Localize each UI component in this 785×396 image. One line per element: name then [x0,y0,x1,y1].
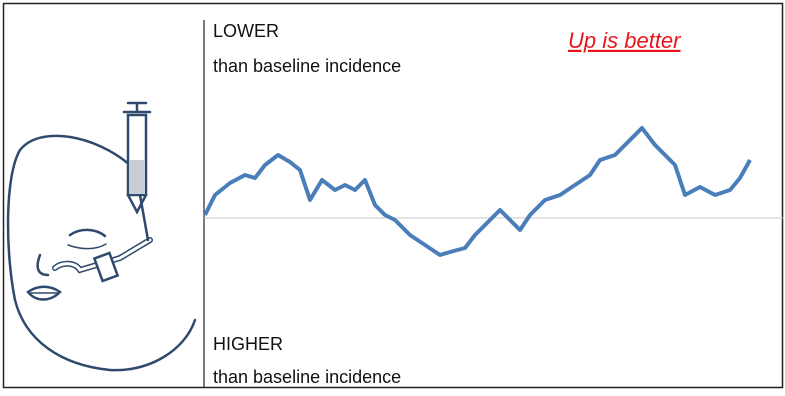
frame [2,2,784,389]
data-line [203,126,752,257]
annotation: Up is better [568,28,682,53]
annotation: than baseline incidence [213,367,401,387]
annotation: HIGHER [213,334,283,354]
annotation: LOWER [213,21,279,41]
patient-illustration [6,101,197,372]
annotation: than baseline incidence [213,56,401,76]
